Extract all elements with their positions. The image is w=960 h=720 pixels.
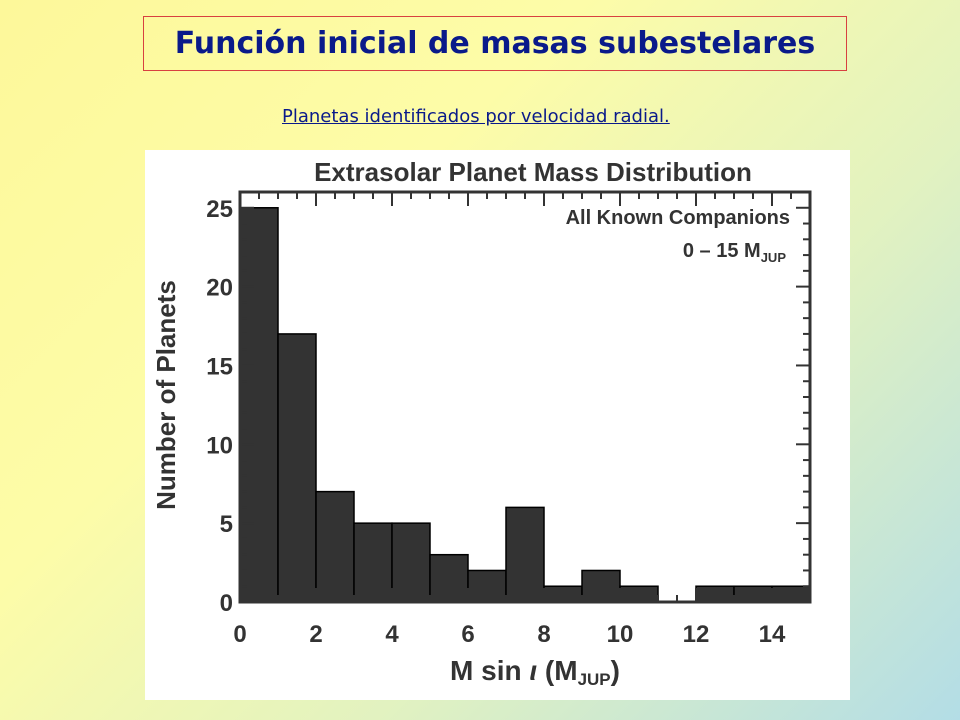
x-tick-label: 0 (233, 621, 246, 648)
y-tick-label: 5 (220, 511, 233, 538)
x-tick-label: 12 (683, 621, 710, 648)
y-axis-label: Number of Planets (151, 280, 181, 510)
x-axis-label-sub: JUP (578, 670, 611, 689)
x-tick-label: 4 (385, 621, 399, 648)
chart-panel: Extrasolar Planet Mass Distribution 0 2 4 6… (145, 150, 850, 700)
legend-line-2-prefix: 0 – 15 M (683, 240, 761, 262)
x-axis-label-close: ) (611, 655, 620, 686)
y-tick-label: 15 (206, 353, 233, 380)
y-tick-label: 25 (206, 196, 233, 223)
x-tick-label: 14 (759, 621, 786, 648)
x-tick-label: 8 (537, 621, 550, 648)
legend-line-2-sub: JUP (761, 250, 787, 265)
histogram-bar (391, 522, 431, 603)
y-tick-label: 10 (206, 432, 233, 459)
histogram-bar (239, 207, 279, 603)
histogram-bar (277, 333, 317, 603)
plot-frame (238, 190, 812, 604)
histogram-bar (505, 506, 545, 603)
x-axis-label-symbol: ι (529, 655, 537, 686)
legend-line-2: 0 – 15 MJUP (683, 240, 786, 265)
slide-title: Función inicial de masas subestelares (143, 16, 847, 71)
x-tick-label: 2 (309, 621, 322, 648)
slide-subtitle: Planetas identificados por velocidad rad… (282, 106, 670, 127)
x-axis-label: M sin ι (MJUP) (450, 655, 620, 689)
bars-group (239, 207, 811, 603)
histogram-chart: Extrasolar Planet Mass Distribution 0 2 4 6… (151, 157, 812, 689)
histogram-bar (315, 490, 355, 603)
histogram-bar (353, 522, 393, 603)
x-tick-label: 6 (461, 621, 474, 648)
histogram-bar (429, 553, 469, 603)
x-axis-label-prefix: M sin (450, 655, 529, 686)
y-tick-label: 0 (220, 590, 233, 617)
chart-title: Extrasolar Planet Mass Distribution (314, 157, 752, 187)
y-tick-label: 20 (206, 275, 233, 302)
legend-line-1: All Known Companions (566, 207, 790, 229)
x-tick-label: 10 (607, 621, 634, 648)
x-axis-label-open: (M (537, 655, 577, 686)
